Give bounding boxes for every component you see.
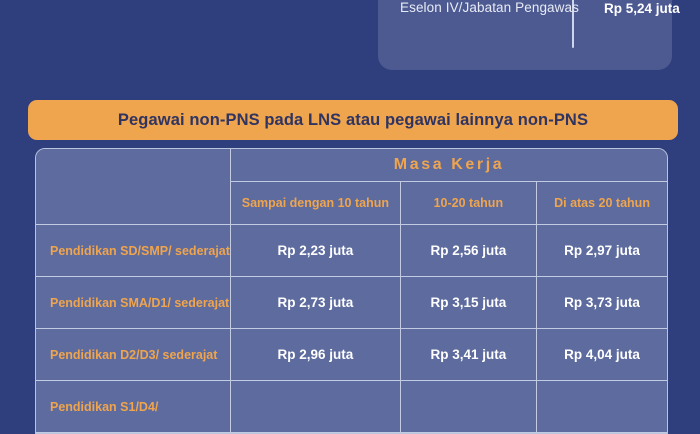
salary-value: Rp 3,73 juta bbox=[536, 276, 667, 329]
salary-value: Rp 3,41 juta bbox=[399, 328, 538, 381]
eselon-value: Rp 5,24 juta bbox=[604, 1, 680, 16]
salary-table: Masa Kerja Sampai dengan 10 tahun 10-20 … bbox=[35, 148, 668, 434]
eselon-card: Eselon III/Jabatan Administrator Rp 5,55… bbox=[378, 0, 680, 70]
eselon-label: Eselon IV/Jabatan Pengawas bbox=[400, 0, 579, 15]
table-row: Pendidikan S1/D4/ bbox=[36, 380, 667, 433]
section-banner: Pegawai non-PNS pada LNS atau pegawai la… bbox=[28, 100, 678, 140]
salary-value bbox=[230, 380, 401, 433]
education-label: Pendidikan S1/D4/ bbox=[36, 380, 232, 433]
card-divider bbox=[572, 0, 574, 48]
column-header-2: Di atas 20 tahun bbox=[536, 181, 667, 225]
salary-value: Rp 2,23 juta bbox=[230, 224, 401, 277]
salary-value: Rp 2,97 juta bbox=[536, 224, 667, 277]
section-banner-title: Pegawai non-PNS pada LNS atau pegawai la… bbox=[117, 110, 589, 129]
salary-value: Rp 3,15 juta bbox=[399, 276, 538, 329]
column-header-1: 10-20 tahun bbox=[399, 181, 538, 225]
table-row: Pendidikan SMA/D1/ sederajat Rp 2,73 jut… bbox=[36, 276, 667, 329]
salary-table-grid: Masa Kerja Sampai dengan 10 tahun 10-20 … bbox=[36, 149, 667, 433]
education-label: Pendidikan D2/D3/ sederajat bbox=[36, 328, 232, 381]
salary-value bbox=[536, 380, 667, 433]
salary-value: Rp 2,56 juta bbox=[399, 224, 538, 277]
column-header-0: Sampai dengan 10 tahun bbox=[230, 181, 401, 225]
table-header-group-row: Masa Kerja bbox=[36, 149, 667, 225]
table-header-sub-row: Sampai dengan 10 tahun 10-20 tahun Di at… bbox=[36, 181, 667, 225]
salary-value: Rp 2,96 juta bbox=[230, 328, 401, 381]
education-label: Pendidikan SD/SMP/ sederajat bbox=[36, 224, 232, 277]
table-row: Pendidikan SD/SMP/ sederajat Rp 2,23 jut… bbox=[36, 224, 667, 277]
salary-value: Rp 2,73 juta bbox=[230, 276, 401, 329]
masa-kerja-header: Masa Kerja bbox=[230, 149, 667, 182]
eselon-row: Eselon IV/Jabatan Pengawas Rp 5,24 juta bbox=[400, 0, 680, 44]
table-row: Pendidikan D2/D3/ sederajat Rp 2,96 juta… bbox=[36, 328, 667, 381]
salary-value: Rp 4,04 juta bbox=[536, 328, 667, 381]
edu-header-cell bbox=[36, 149, 232, 225]
salary-value bbox=[399, 380, 538, 433]
infographic-page: Eselon III/Jabatan Administrator Rp 5,55… bbox=[28, 0, 680, 434]
education-label: Pendidikan SMA/D1/ sederajat bbox=[36, 276, 232, 329]
